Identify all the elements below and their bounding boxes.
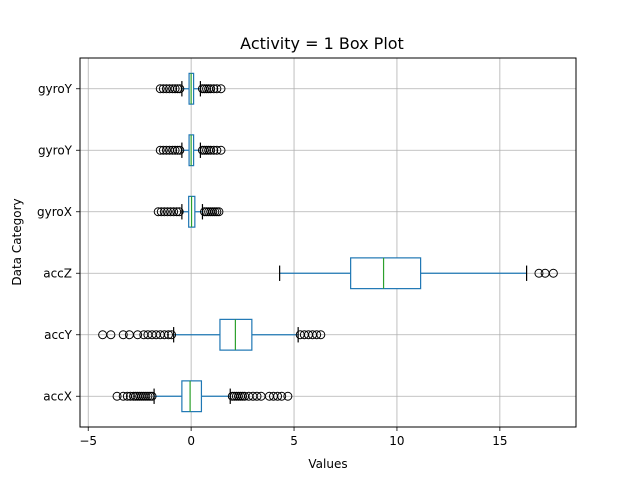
outlier-point bbox=[212, 145, 222, 155]
outlier-point bbox=[216, 145, 226, 155]
boxes bbox=[98, 72, 558, 413]
outlier-point bbox=[312, 330, 322, 340]
outlier-point bbox=[156, 207, 166, 217]
outlier-point bbox=[206, 145, 216, 155]
outlier-point bbox=[173, 84, 183, 94]
axis-ticks: −5 0 5 10 15 accX accY accZ gyroX gyroY gyroY bbox=[37, 82, 507, 448]
outlier-point bbox=[206, 84, 216, 94]
outlier-point bbox=[153, 207, 163, 217]
x-tick-label: 15 bbox=[492, 434, 507, 448]
outlier-point bbox=[216, 84, 226, 94]
box-gyroY bbox=[155, 134, 226, 167]
outlier-point bbox=[273, 391, 283, 401]
outlier-point bbox=[155, 145, 165, 155]
y-tick-label: gyroY bbox=[38, 82, 73, 96]
outlier-point bbox=[173, 145, 183, 155]
y-axis-label: Data Category bbox=[10, 198, 24, 285]
outlier-point bbox=[161, 84, 171, 94]
y-tick-label: accZ bbox=[43, 266, 72, 280]
outlier-point bbox=[169, 207, 179, 217]
outlier-point bbox=[118, 330, 128, 340]
x-tick-label: 5 bbox=[290, 434, 298, 448]
outlier-point bbox=[534, 268, 544, 278]
outlier-point bbox=[252, 391, 262, 401]
outlier-point bbox=[548, 268, 558, 278]
outlier-point bbox=[209, 145, 219, 155]
outlier-point bbox=[170, 84, 180, 94]
y-tick-label: gyroX bbox=[37, 205, 72, 219]
outlier-point bbox=[172, 207, 182, 217]
iqr-box bbox=[181, 380, 203, 413]
outlier-point bbox=[125, 391, 135, 401]
y-tick-label: accX bbox=[43, 389, 72, 403]
box-accX bbox=[112, 380, 293, 413]
outlier-point bbox=[166, 207, 176, 217]
x-tick-label: 10 bbox=[389, 434, 404, 448]
outlier-point bbox=[133, 330, 143, 340]
y-tick-label: gyroY bbox=[38, 143, 73, 157]
outlier-point bbox=[214, 207, 224, 217]
outlier-point bbox=[167, 330, 177, 340]
x-axis-label: Values bbox=[308, 457, 347, 471]
outlier-point bbox=[158, 84, 168, 94]
box-accY bbox=[98, 318, 326, 351]
box-gyroY bbox=[155, 72, 226, 105]
outlier-point bbox=[118, 391, 128, 401]
y-tick-label: accY bbox=[44, 328, 73, 342]
outlier-point bbox=[163, 330, 173, 340]
x-tick-label: −5 bbox=[79, 434, 97, 448]
plot-frame bbox=[79, 57, 577, 428]
box-accZ bbox=[279, 257, 558, 290]
outlier-point bbox=[159, 330, 169, 340]
outlier-point bbox=[161, 145, 171, 155]
x-tick-label: 0 bbox=[187, 434, 195, 448]
outlier-point bbox=[155, 84, 165, 94]
outlier-point bbox=[158, 145, 168, 155]
outlier-point bbox=[147, 391, 157, 401]
outlier-point bbox=[159, 207, 169, 217]
outlier-point bbox=[175, 84, 185, 94]
outlier-point bbox=[316, 330, 326, 340]
iqr-box bbox=[350, 257, 422, 290]
outlier-point bbox=[277, 391, 287, 401]
chart-title: Activity = 1 Box Plot bbox=[240, 34, 404, 53]
outlier-point bbox=[174, 207, 184, 217]
outlier-point bbox=[212, 84, 222, 94]
outlier-point bbox=[168, 145, 178, 155]
outlier-point bbox=[175, 145, 185, 155]
outlier-point bbox=[209, 84, 219, 94]
outlier-point bbox=[162, 207, 172, 217]
outlier-point bbox=[168, 84, 178, 94]
outlier-point bbox=[106, 330, 116, 340]
outlier-point bbox=[170, 145, 180, 155]
outlier-point bbox=[283, 391, 293, 401]
box-gyroX bbox=[153, 195, 224, 228]
outlier-point bbox=[112, 391, 122, 401]
